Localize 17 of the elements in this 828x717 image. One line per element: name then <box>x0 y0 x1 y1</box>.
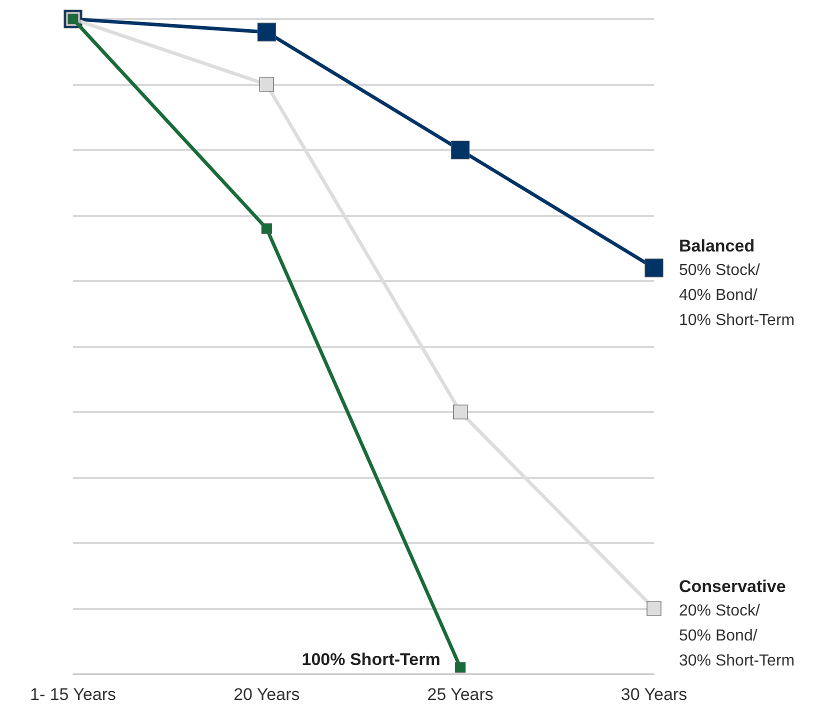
point <box>257 22 276 42</box>
x-tick-label: 20 Years <box>234 685 300 704</box>
point <box>646 601 662 616</box>
point <box>259 77 274 92</box>
point <box>453 404 468 420</box>
point <box>261 223 272 234</box>
x-tick-label: 1- 15 Years <box>30 685 116 704</box>
point <box>455 662 466 673</box>
annotation: 50% Stock/ 40% Bond/ 10% Short-Term <box>679 262 795 329</box>
annotation: 20% Stock/ 50% Bond/ 30% Short-Term <box>679 602 795 670</box>
point <box>644 258 664 278</box>
x-tick-label: 30 Years <box>620 685 688 704</box>
point <box>451 140 470 160</box>
series-label: Conservative <box>679 577 786 596</box>
series-label: Balanced <box>679 236 755 256</box>
series-label: 100% Short-Term <box>302 650 440 669</box>
x-tick-label: 25 Years <box>427 685 494 704</box>
